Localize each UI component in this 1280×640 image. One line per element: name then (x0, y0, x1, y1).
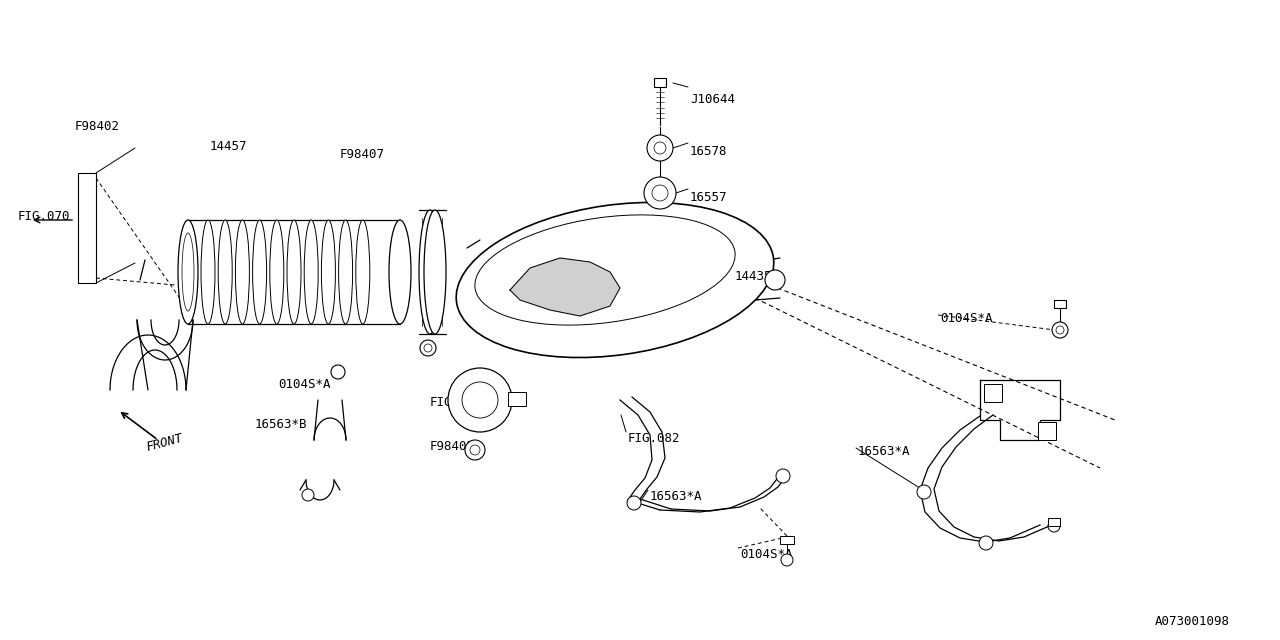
Bar (780, 536, 794, 544)
Ellipse shape (456, 202, 774, 358)
Text: 14457: 14457 (210, 140, 247, 153)
Ellipse shape (270, 220, 284, 324)
Ellipse shape (218, 220, 232, 324)
Ellipse shape (252, 220, 266, 324)
Text: A073001098: A073001098 (1155, 615, 1230, 628)
Circle shape (332, 365, 346, 379)
Ellipse shape (321, 220, 335, 324)
Circle shape (654, 142, 666, 154)
Text: FIG.082: FIG.082 (628, 432, 681, 445)
Circle shape (1056, 326, 1064, 334)
Text: FIG.050: FIG.050 (430, 396, 483, 409)
Text: 16557: 16557 (690, 191, 727, 204)
Text: 14435: 14435 (735, 270, 773, 283)
Ellipse shape (424, 210, 445, 334)
Ellipse shape (236, 220, 250, 324)
Ellipse shape (475, 215, 735, 325)
Circle shape (627, 496, 641, 510)
Circle shape (652, 185, 668, 201)
Text: 0104S*A: 0104S*A (740, 548, 792, 561)
Bar (1048, 518, 1060, 526)
Text: J10644: J10644 (690, 93, 735, 106)
Ellipse shape (287, 220, 301, 324)
Text: F98402: F98402 (430, 440, 475, 453)
Bar (78, 173, 96, 283)
Polygon shape (509, 258, 620, 316)
Bar (508, 392, 526, 406)
Circle shape (1048, 520, 1060, 532)
Text: 16563*A: 16563*A (650, 490, 703, 503)
Circle shape (765, 270, 785, 290)
Text: FRONT: FRONT (145, 432, 184, 454)
Circle shape (462, 382, 498, 418)
Text: F98407: F98407 (340, 148, 385, 161)
Text: 0104S*A: 0104S*A (940, 312, 992, 325)
Circle shape (448, 368, 512, 432)
Circle shape (776, 469, 790, 483)
Ellipse shape (305, 220, 319, 324)
Circle shape (424, 344, 433, 352)
Bar (1053, 300, 1066, 308)
Text: 16563*B: 16563*B (255, 418, 307, 431)
Bar (1038, 422, 1056, 440)
Ellipse shape (389, 220, 411, 324)
Ellipse shape (182, 233, 195, 311)
Text: 16578: 16578 (690, 145, 727, 158)
Circle shape (644, 177, 676, 209)
Circle shape (781, 554, 794, 566)
Circle shape (302, 489, 314, 501)
Circle shape (470, 445, 480, 455)
Circle shape (646, 135, 673, 161)
Circle shape (1052, 322, 1068, 338)
Bar (654, 78, 666, 87)
Ellipse shape (339, 220, 352, 324)
Text: 16563*A: 16563*A (858, 445, 910, 458)
Circle shape (420, 340, 436, 356)
Circle shape (916, 485, 931, 499)
Text: 0104S*A: 0104S*A (278, 378, 330, 391)
Ellipse shape (201, 220, 215, 324)
Text: FIG.070: FIG.070 (18, 210, 70, 223)
Ellipse shape (419, 210, 442, 334)
Bar (984, 384, 1002, 402)
Text: F98402: F98402 (76, 120, 120, 133)
Ellipse shape (356, 220, 370, 324)
Ellipse shape (178, 220, 198, 324)
Circle shape (465, 440, 485, 460)
Circle shape (979, 536, 993, 550)
